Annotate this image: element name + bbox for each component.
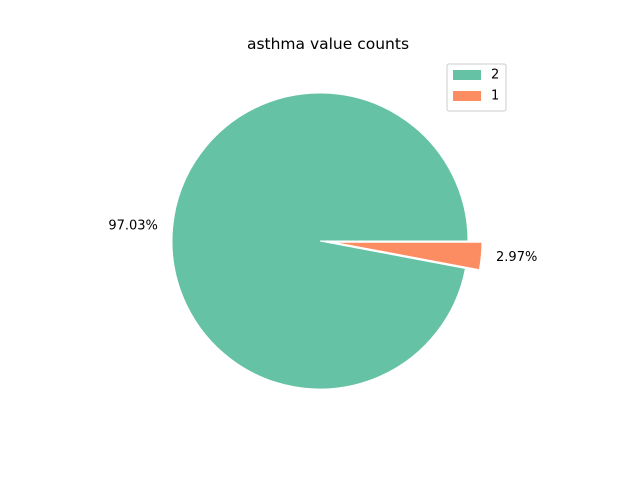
pie-slice-1 [333, 241, 483, 271]
pie-slices [171, 92, 483, 390]
legend-items: 21 [453, 68, 499, 104]
legend-label-1: 1 [491, 89, 499, 104]
legend-swatch-2 [453, 70, 481, 80]
pie-slice-2 [171, 92, 469, 390]
pie-slice-label-2: 97.03% [108, 218, 158, 233]
pie-slice-label-1: 2.97% [496, 250, 537, 265]
legend-label-2: 2 [491, 68, 499, 83]
legend: 21 [446, 63, 507, 112]
chart-title: asthma value counts [247, 35, 409, 53]
pie-slice-labels: 97.03% 2.97% [108, 218, 537, 265]
legend-swatch-1 [453, 91, 481, 101]
